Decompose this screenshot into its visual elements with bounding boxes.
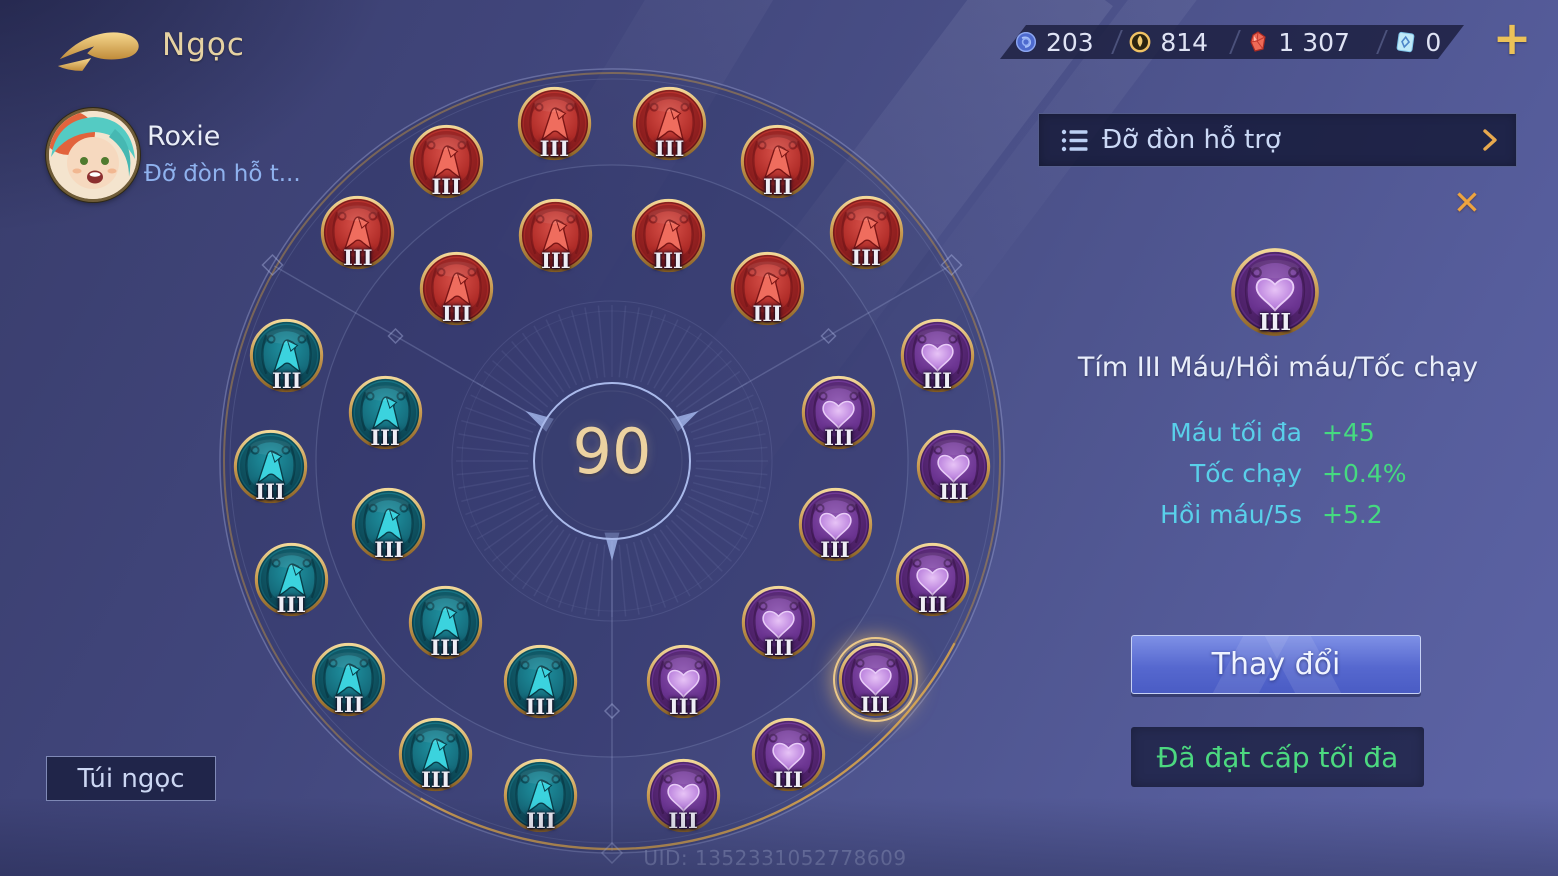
- selected-gem-showcase: III: [1229, 246, 1321, 338]
- currency-bar: 203 814 1 307 0: [1000, 25, 1464, 59]
- gem-teal[interactable]: III: [232, 428, 309, 505]
- gem-red[interactable]: III: [630, 197, 707, 274]
- separator: [1229, 30, 1241, 54]
- gem-purple[interactable]: III: [750, 716, 827, 793]
- currency-card[interactable]: 0: [1393, 25, 1464, 59]
- gem-teal[interactable]: III: [350, 486, 427, 563]
- gem-red[interactable]: III: [517, 197, 594, 274]
- gem-name: Tím III Máu/Hồi máu/Tốc chạy: [1077, 352, 1479, 383]
- gem-red[interactable]: III: [631, 85, 708, 162]
- change-button-label: Thay đổi: [1211, 647, 1341, 682]
- stat-value: +0.4%: [1322, 459, 1407, 488]
- blue-coin-icon: [1014, 30, 1038, 54]
- gem-purple[interactable]: III: [645, 643, 722, 720]
- separator: [1376, 30, 1388, 54]
- rune-page-selector[interactable]: Đỡ đòn hỗ trợ: [1038, 113, 1517, 167]
- gem-teal[interactable]: III: [502, 643, 579, 720]
- max-level-label: Đã đạt cấp tối đa: [1156, 740, 1399, 774]
- currency-value: 1 307: [1278, 27, 1350, 57]
- gem-red[interactable]: III: [319, 194, 396, 271]
- avatar-portrait-icon: [49, 111, 137, 199]
- stat-value: +45: [1322, 418, 1375, 447]
- currency-value: 203: [1046, 27, 1094, 57]
- uid-text: UID: 1352331052778609: [643, 846, 907, 870]
- gem-purple[interactable]: III: [740, 584, 817, 661]
- gem-red[interactable]: III: [729, 250, 806, 327]
- gem-purple[interactable]: III: [797, 486, 874, 563]
- gem-purple[interactable]: III: [894, 541, 971, 618]
- stat-list: Máu tối đa +45 Tốc chạy +0.4% Hồi máu/5s +5.2: [1040, 412, 1516, 535]
- currency-value: 0: [1425, 27, 1442, 57]
- gem-purple[interactable]: III: [800, 374, 877, 451]
- gem-purple-selected[interactable]: III: [832, 636, 918, 722]
- list-icon: [1061, 129, 1088, 151]
- gem-purple[interactable]: III: [899, 317, 976, 394]
- avatar[interactable]: [46, 108, 140, 202]
- gem-bag-label: Túi ngọc: [77, 763, 185, 794]
- gem-red[interactable]: III: [408, 123, 485, 200]
- gem-red[interactable]: III: [418, 250, 495, 327]
- gem-red[interactable]: III: [516, 85, 593, 162]
- currency-value: 814: [1160, 27, 1209, 57]
- player-name: Roxie: [147, 121, 221, 152]
- max-level-status: Đã đạt cấp tối đa: [1131, 727, 1424, 787]
- stat-row: Tốc chạy +0.4%: [1040, 453, 1516, 494]
- rune-page-name: Đỡ đòn hỗ trợ: [1102, 125, 1281, 155]
- back-button[interactable]: [52, 20, 146, 74]
- gem-teal[interactable]: III: [397, 716, 474, 793]
- gem-bag-button[interactable]: Túi ngọc: [46, 756, 216, 801]
- currency-ruby[interactable]: 1 307: [1246, 25, 1369, 59]
- add-currency-button[interactable]: +: [1492, 11, 1532, 65]
- ruby-icon: [1246, 30, 1270, 54]
- stat-row: Máu tối đa +45: [1040, 412, 1516, 453]
- stat-value: +5.2: [1322, 500, 1383, 529]
- gem-teal[interactable]: III: [248, 317, 325, 394]
- rune-wheel: 90 III III III III III III III III III III III III I…: [192, 41, 1032, 876]
- stat-label: Hồi máu/5s: [1160, 500, 1302, 529]
- separator: [1111, 30, 1123, 54]
- gem-purple[interactable]: III: [645, 757, 722, 834]
- gem-teal[interactable]: III: [407, 584, 484, 661]
- wheel-level: 90: [572, 415, 652, 488]
- gem-teal[interactable]: III: [502, 757, 579, 834]
- change-button[interactable]: Thay đổi: [1131, 635, 1421, 694]
- gem-teal[interactable]: III: [347, 374, 424, 451]
- player-build-label: Đỡ đòn hỗ t...: [144, 161, 301, 187]
- currency-blue-coin[interactable]: 203: [1014, 25, 1105, 59]
- back-arrow-icon: [57, 32, 139, 71]
- page-title: Ngọc: [162, 27, 245, 63]
- gold-coin-icon: [1128, 30, 1152, 54]
- stat-label: Máu tối đa: [1170, 418, 1302, 447]
- gem-purple[interactable]: III: [915, 428, 992, 505]
- chevron-right-icon: [1483, 129, 1497, 151]
- gem-red[interactable]: III: [739, 123, 816, 200]
- stat-label: Tốc chạy: [1190, 459, 1302, 488]
- currency-gold-coin[interactable]: 814: [1128, 25, 1222, 59]
- stat-row: Hồi máu/5s +5.2: [1040, 494, 1516, 535]
- gem-teal[interactable]: III: [310, 641, 387, 718]
- close-icon[interactable]: ✕: [1453, 183, 1481, 222]
- card-icon: [1393, 30, 1417, 54]
- gem-red[interactable]: III: [828, 194, 905, 271]
- gem-teal[interactable]: III: [253, 541, 330, 618]
